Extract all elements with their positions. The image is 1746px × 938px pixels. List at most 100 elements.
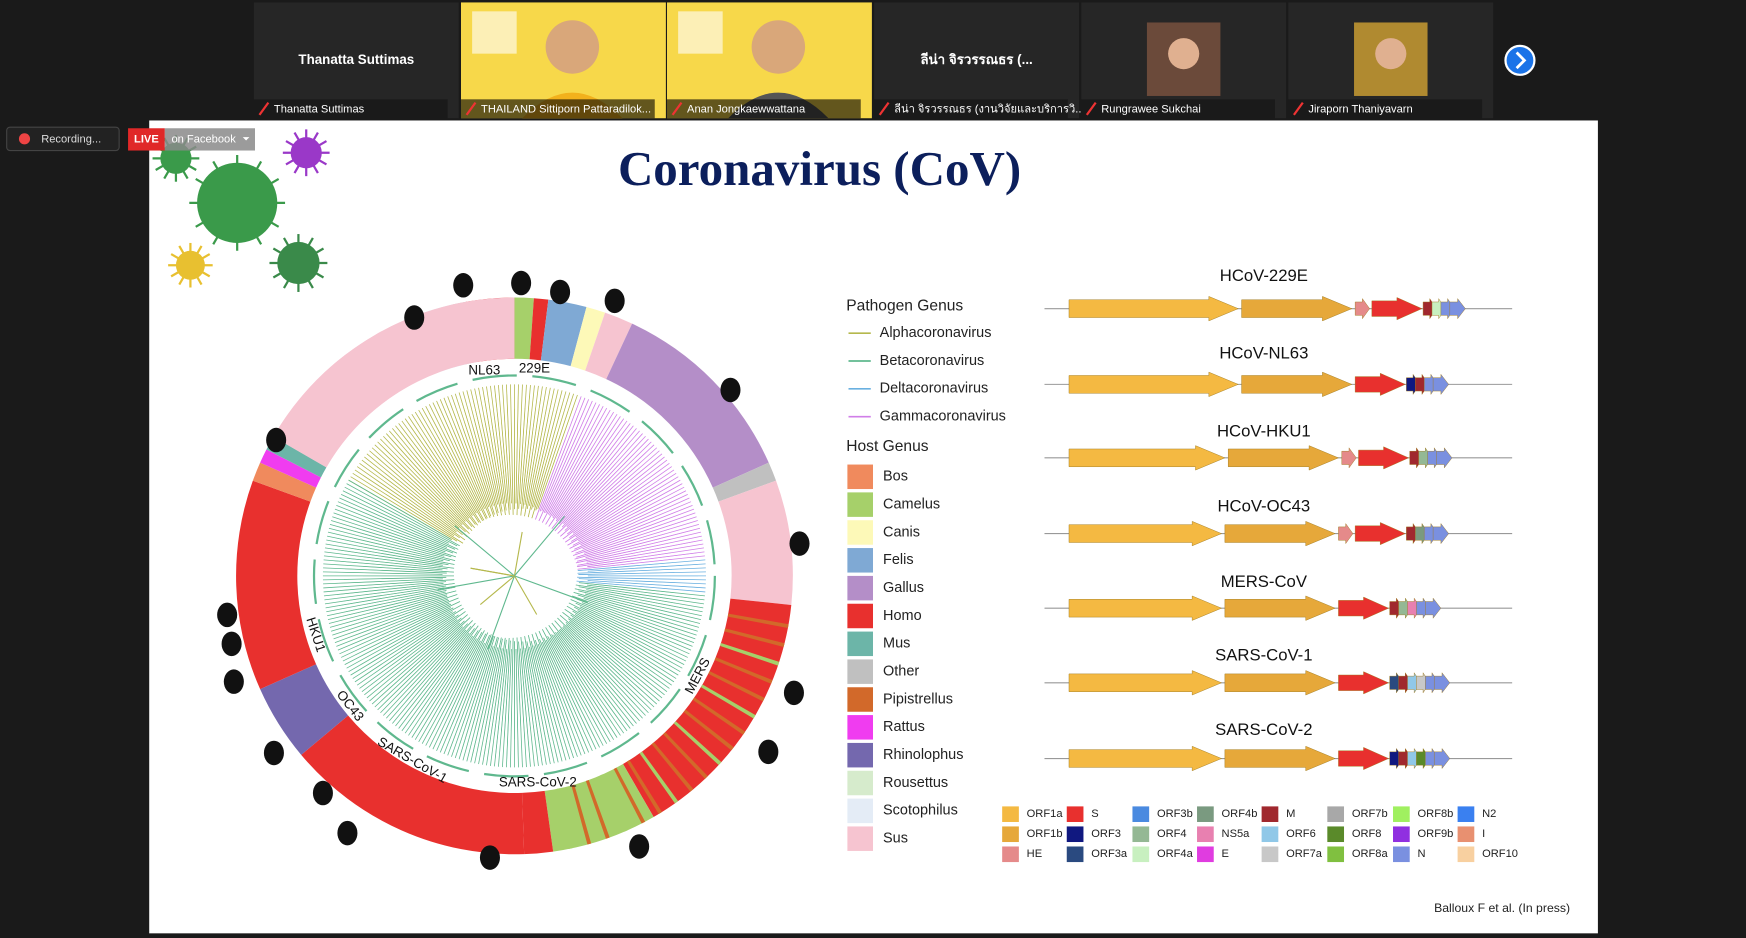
tree-branch xyxy=(437,436,485,521)
orf-arrow xyxy=(1354,522,1406,546)
tree-branch xyxy=(381,617,462,682)
orf-arrow xyxy=(1433,747,1451,770)
tree-branch xyxy=(559,615,629,675)
tree-branch xyxy=(578,487,675,542)
name-bg xyxy=(874,99,1068,119)
orf-arrow xyxy=(1432,373,1449,396)
tree-branch xyxy=(359,611,453,666)
legend-swatch xyxy=(847,575,873,601)
host-silhouette xyxy=(783,680,804,706)
tree-branch xyxy=(334,571,443,575)
tree-branch xyxy=(559,445,627,525)
name-bg xyxy=(460,99,655,119)
tree-branch xyxy=(528,635,550,725)
orf-label: ORF4 xyxy=(1157,828,1187,840)
tree-branch xyxy=(539,639,578,735)
host-silhouette xyxy=(604,288,625,314)
participant-name: Thanatta Suttimas xyxy=(298,52,414,67)
orf-label: ORF9b xyxy=(1418,828,1454,840)
tree-branch xyxy=(501,637,510,732)
tree-branch xyxy=(552,430,611,519)
tree-branch xyxy=(547,636,598,727)
tree-branch xyxy=(346,595,448,627)
ring-segment xyxy=(540,299,587,367)
tree-branch xyxy=(586,541,695,563)
tree-trunk xyxy=(514,575,588,604)
orf-arrow xyxy=(1432,522,1449,545)
tree-branch xyxy=(345,568,447,574)
orf-swatch xyxy=(1393,846,1410,863)
tree-branch xyxy=(495,394,508,504)
recording-icon xyxy=(18,133,31,145)
tree-branch xyxy=(576,580,670,590)
participant-name: ลีน่า จิรวรรณธร (... xyxy=(920,52,1032,67)
tree-branch xyxy=(577,559,673,570)
ring-segment xyxy=(724,628,785,648)
host-silhouette xyxy=(221,631,242,657)
tree-branch xyxy=(573,592,663,618)
live-badge[interactable] xyxy=(128,128,165,151)
tree-branch xyxy=(572,595,660,627)
tree-branch xyxy=(554,620,616,688)
tree-branch xyxy=(409,620,473,688)
next-page-button[interactable] xyxy=(1504,44,1536,76)
tree-branch xyxy=(408,452,473,527)
orf-arrow xyxy=(1358,446,1410,470)
tree-branch xyxy=(542,442,585,523)
orf-label: ORF7a xyxy=(1286,848,1323,860)
legend-label: Mus xyxy=(883,636,910,652)
mic-muted-icon xyxy=(671,101,683,116)
tree-branch xyxy=(548,421,600,515)
orf-arrow xyxy=(1224,745,1336,772)
name-bg xyxy=(1081,99,1275,119)
legend-swatch xyxy=(847,659,873,684)
orf-arrow xyxy=(1436,447,1453,469)
tree-branch xyxy=(577,610,673,664)
tree-branch xyxy=(575,542,669,564)
orf-arrow xyxy=(1068,521,1223,547)
orf-swatch xyxy=(1261,846,1279,863)
virus-icon xyxy=(290,137,322,169)
slide-content: Coronavirus (CoV)NL63 229EHKU1OC43SARS-Co… xyxy=(152,129,1570,915)
tree-branch xyxy=(568,602,651,644)
legend-swatch xyxy=(847,520,873,545)
tree-branch xyxy=(575,602,668,645)
recording-badge[interactable] xyxy=(6,126,120,152)
tree-branch xyxy=(560,628,630,709)
tree-branch xyxy=(510,637,514,731)
ring-segment xyxy=(260,664,349,755)
tree-branch xyxy=(574,606,665,655)
tree-branch xyxy=(442,633,486,721)
tree-trunk xyxy=(437,575,515,590)
legend-label: Felis xyxy=(883,552,914,568)
tree-branch xyxy=(434,437,483,521)
tree-branch xyxy=(572,617,660,682)
legend-swatch xyxy=(847,826,873,851)
tree-branch xyxy=(520,395,530,504)
photo-face xyxy=(1375,38,1407,70)
ring-segment xyxy=(522,790,554,855)
tree-branch xyxy=(403,617,471,681)
tree-branch xyxy=(481,637,502,731)
tree-branch xyxy=(416,622,476,695)
tree-branch xyxy=(453,430,491,518)
tree-branch xyxy=(549,424,603,516)
legend-label: Pipistrellus xyxy=(883,691,953,707)
legend-swatch xyxy=(847,742,873,768)
orf-arrow xyxy=(1354,372,1406,396)
tree-branch xyxy=(554,463,616,532)
name-bg xyxy=(666,99,861,119)
tree-branch xyxy=(401,470,470,534)
legend-label: Rhinolophus xyxy=(883,747,963,763)
orf-label: ORF10 xyxy=(1482,848,1518,860)
tree-branch xyxy=(545,627,593,705)
tree-branch xyxy=(373,509,459,550)
ring-segment xyxy=(651,742,694,792)
orf-swatch xyxy=(1393,826,1410,843)
live-target[interactable] xyxy=(164,128,255,151)
orf-arrow xyxy=(1241,296,1353,322)
tree-branch xyxy=(585,529,693,558)
tree-branch xyxy=(569,460,654,531)
tree-branch xyxy=(541,412,584,511)
tree-branch xyxy=(542,629,585,710)
